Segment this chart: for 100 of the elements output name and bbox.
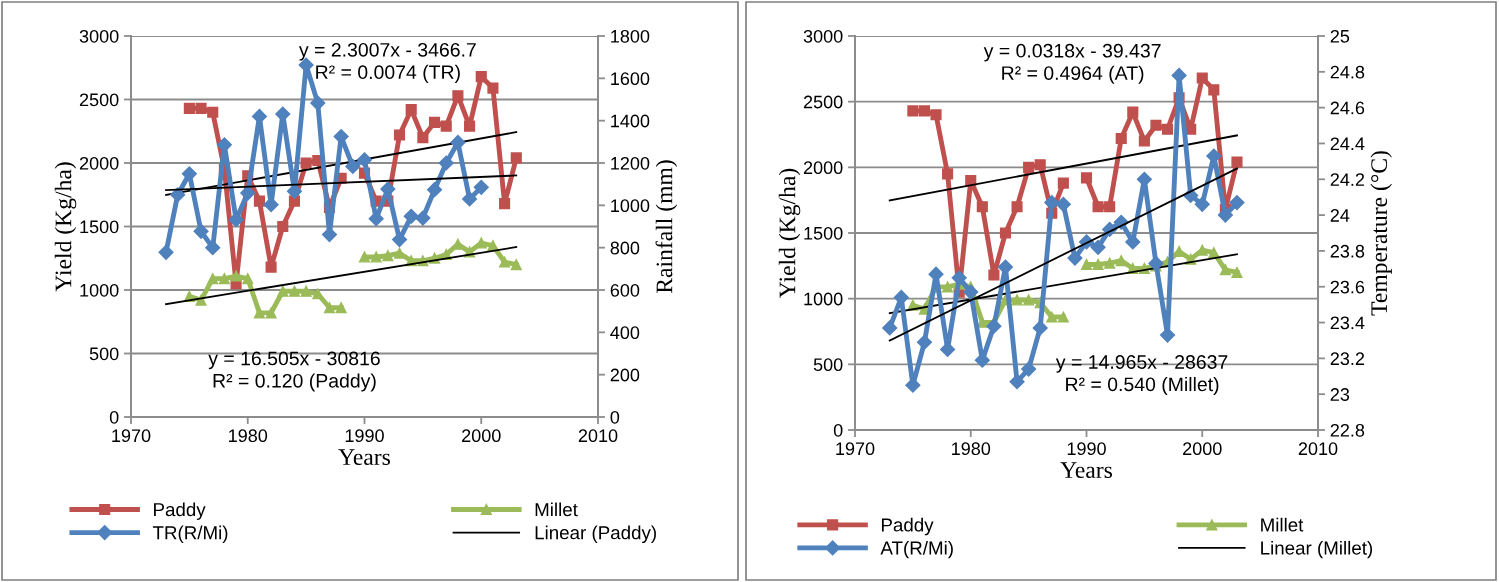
y2-axis-title: Temperature (°C) [1370, 151, 1392, 316]
y-axis-title: Yield (Kg/ha) [54, 162, 77, 292]
y2-axis-title: Rainfall (mm) [655, 160, 678, 294]
x-tick-label: 1970 [112, 429, 151, 443]
point [475, 71, 487, 83]
point [1067, 250, 1083, 266]
point [438, 155, 454, 171]
point [986, 318, 1002, 334]
point [1161, 123, 1174, 135]
x-tick-label: 1980 [229, 429, 268, 443]
point [452, 90, 464, 102]
point [193, 223, 209, 239]
point [951, 270, 967, 286]
y2-tick-label: 23.8 [1330, 244, 1365, 258]
point [310, 95, 326, 111]
point [1009, 374, 1025, 390]
point [1046, 311, 1058, 323]
y2-tick-label: 24.4 [1330, 137, 1365, 150]
point [403, 208, 419, 224]
x-tick-label: 2010 [578, 429, 618, 443]
y2-tick-label: 1000 [611, 199, 650, 213]
legend-label: AT(R/Mi) [880, 540, 953, 559]
point [916, 334, 933, 350]
x-tick-label: 2000 [462, 429, 501, 443]
point [417, 132, 429, 144]
point [464, 120, 476, 132]
y-tick-label: 2000 [79, 156, 119, 170]
legend-label: Paddy [881, 517, 934, 536]
legend-label: Millet [1261, 517, 1304, 532]
point [1208, 84, 1220, 96]
point [263, 197, 279, 213]
point [207, 106, 219, 118]
point [510, 152, 522, 164]
point [976, 201, 988, 213]
legend-label: Linear (Paddy) [535, 525, 656, 544]
x-tick-label: 1990 [345, 429, 384, 443]
point [1231, 266, 1243, 278]
point [265, 307, 277, 319]
point [1136, 171, 1152, 187]
legend-label: TR(R/Mi) [152, 525, 228, 544]
point [1057, 177, 1069, 189]
x-tick-label: 2000 [1183, 442, 1222, 456]
x-tick-label: 1980 [952, 442, 991, 456]
point [277, 220, 289, 233]
y-tick-label: 500 [813, 358, 843, 372]
point [393, 129, 406, 141]
point [499, 198, 511, 210]
point [1011, 294, 1023, 306]
y-tick-label: 2500 [803, 95, 843, 109]
point [1229, 194, 1245, 211]
x-axis-title: Years [338, 449, 390, 466]
y2-tick-label: 800 [610, 241, 640, 255]
x-axis-title: Years [1060, 462, 1112, 479]
y-tick-label: 500 [89, 347, 119, 361]
point [370, 251, 382, 263]
point [1092, 258, 1104, 271]
point [499, 256, 511, 268]
point [1023, 161, 1035, 173]
point [405, 104, 417, 116]
point [462, 191, 478, 207]
y-tick-label: 0 [109, 410, 119, 424]
y2-tick-label: 1200 [611, 156, 650, 170]
point [1104, 201, 1116, 213]
x-tick-label: 2010 [1298, 442, 1338, 456]
point [356, 152, 373, 168]
point [999, 227, 1012, 239]
y-tick-label: 2500 [79, 93, 119, 107]
point [487, 82, 499, 94]
point [358, 251, 371, 263]
point [1011, 201, 1023, 213]
point [1150, 119, 1162, 131]
point [1115, 132, 1127, 144]
x-tick-label: 1990 [1067, 442, 1106, 456]
y2-tick-label: 400 [610, 326, 640, 340]
point [195, 102, 207, 114]
point [300, 157, 312, 169]
point [158, 244, 174, 260]
point [1044, 194, 1060, 211]
point [205, 240, 221, 256]
y2-tick-label: 600 [610, 283, 640, 297]
point [230, 270, 242, 282]
point [1138, 135, 1150, 147]
point [288, 285, 301, 297]
point [1090, 239, 1106, 255]
y2-tick-label: 23 [1330, 388, 1350, 401]
y2-tick-label: 1600 [611, 72, 650, 86]
y2-tick-label: 24 [1330, 209, 1350, 222]
point [1194, 196, 1210, 212]
point [882, 320, 898, 336]
point [997, 259, 1014, 275]
y2-tick-label: 1400 [611, 114, 650, 128]
annotation: y = 0.0318x - 39.437 R² = 0.4964 (AT) [983, 43, 1161, 84]
y2-tick-label: 200 [610, 368, 640, 382]
point [428, 116, 441, 128]
point [1127, 106, 1139, 118]
point [963, 284, 979, 300]
y2-tick-label: 22.8 [1330, 423, 1365, 437]
point [907, 105, 919, 117]
point [1217, 207, 1233, 223]
point [1055, 196, 1071, 212]
